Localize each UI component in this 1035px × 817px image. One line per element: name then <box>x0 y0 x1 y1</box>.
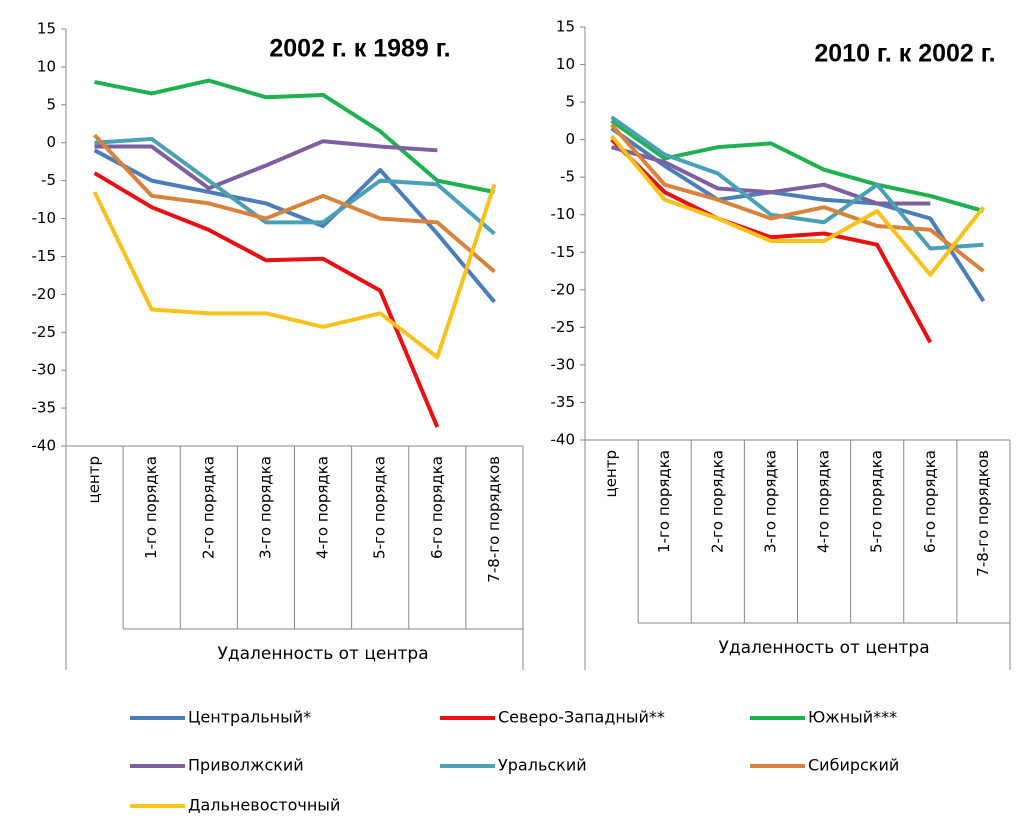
x-tick-label: 4-го порядка <box>314 456 332 559</box>
x-tick-label: 1-го порядка <box>142 456 160 559</box>
series-line <box>610 115 984 251</box>
x-tick-label: 5-го порядка <box>371 456 389 559</box>
x-tick-label: 2-го порядка <box>708 450 726 553</box>
x-tick-label: 2-го порядка <box>199 456 217 559</box>
y-tick-label: -15 <box>32 247 57 265</box>
x-tick-label: 5-го порядка <box>868 450 886 553</box>
legend-label: Южный*** <box>808 708 897 727</box>
x-tick-label: 7-8-го порядков <box>485 456 503 583</box>
series-line <box>610 138 933 344</box>
series-line <box>93 171 440 428</box>
y-tick-label: -35 <box>32 399 57 417</box>
y-tick-label: 5 <box>46 95 56 113</box>
legend-label: Центральный* <box>188 708 311 727</box>
series-line <box>94 78 495 194</box>
x-axis-label: Удаленность от центра <box>719 638 930 658</box>
y-tick-label: 5 <box>565 93 575 111</box>
y-tick-label: -30 <box>551 355 576 373</box>
y-tick-label: 10 <box>556 55 575 73</box>
chart-title: 2010 г. к 2002 г. <box>814 40 995 68</box>
series-line <box>94 136 496 236</box>
y-tick-label: 0 <box>565 130 575 148</box>
y-tick-label: -20 <box>551 280 576 298</box>
y-tick-label: -5 <box>560 168 575 186</box>
legend-label: Дальневосточный <box>188 796 340 815</box>
series-line <box>611 145 931 206</box>
chart-title: 2002 г. к 1989 г. <box>269 35 450 63</box>
y-tick-label: -40 <box>551 431 576 449</box>
y-tick-label: -20 <box>32 285 57 303</box>
x-tick-label: 1-го порядка <box>655 450 673 553</box>
y-tick-label: 15 <box>37 20 56 38</box>
series-line <box>92 183 497 360</box>
x-tick-label: 7-8-го порядков <box>974 450 992 577</box>
legend-label: Уральский <box>498 756 587 775</box>
y-tick-label: -35 <box>551 393 576 411</box>
series-line <box>94 139 438 191</box>
series-line <box>93 133 496 274</box>
legend-label: Сибирский <box>808 756 899 775</box>
x-tick-label: 3-го порядка <box>256 456 274 559</box>
y-tick-label: -25 <box>551 318 576 336</box>
y-tick-label: -30 <box>32 361 57 379</box>
y-tick-label: -10 <box>32 209 57 227</box>
x-tick-label: 6-го порядка <box>921 450 939 553</box>
y-tick-label: 15 <box>556 18 575 36</box>
x-tick-label: центр <box>602 450 620 498</box>
series-line <box>610 126 986 303</box>
series-line <box>93 148 496 304</box>
legend-label: Приволжский <box>188 756 304 775</box>
y-tick-label: -10 <box>551 205 576 223</box>
legend-label: Северо-Западный** <box>498 708 665 727</box>
x-tick-label: 3-го порядка <box>761 450 779 553</box>
x-tick-label: центр <box>85 456 103 504</box>
series-line <box>610 134 986 277</box>
y-tick-label: -40 <box>32 437 57 455</box>
series-line <box>610 123 985 273</box>
y-tick-label: -15 <box>551 243 576 261</box>
x-axis-label: Удаленность от центра <box>218 644 429 664</box>
x-tick-label: 4-го порядка <box>815 450 833 553</box>
y-tick-label: -5 <box>41 171 56 189</box>
x-tick-label: 6-го порядка <box>428 456 446 559</box>
y-tick-label: -25 <box>32 323 57 341</box>
y-tick-label: 0 <box>46 133 56 151</box>
y-tick-label: 10 <box>37 57 56 75</box>
